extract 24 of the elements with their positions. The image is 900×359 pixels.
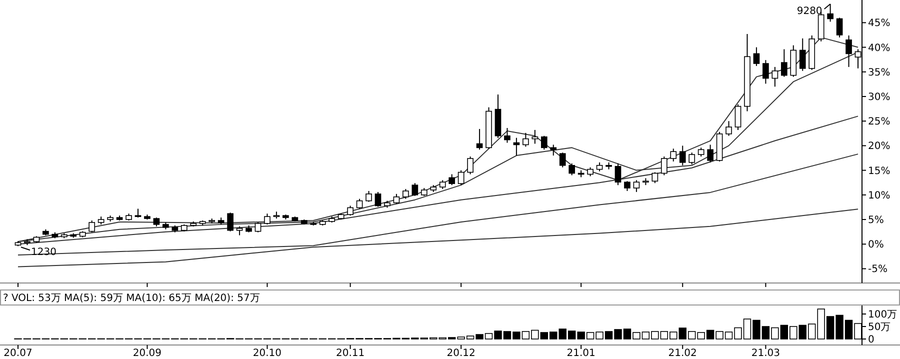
- y-tick-label: 35%: [868, 67, 890, 78]
- y-tick-label: 15%: [868, 166, 890, 177]
- chart-title: ? VOL: 53万 MA(5): 59万 MA(10): 65万 MA(20): 57万: [3, 293, 260, 304]
- x-tick-label: 21.01: [566, 348, 596, 359]
- y-tick-label: -5%: [868, 264, 888, 276]
- y-tick-label: 30%: [868, 92, 890, 103]
- annotation: 9280: [796, 6, 822, 17]
- x-tick-label: 21.02: [668, 348, 697, 359]
- x-tick-label: 21.03: [751, 348, 780, 359]
- x-tick-label: 20.07: [4, 348, 32, 359]
- y-tick-label: 20%: [868, 141, 890, 152]
- y-tick-label: 0%: [868, 240, 884, 251]
- y-tick-label: 45%: [868, 18, 890, 30]
- y-tick-label: 40%: [868, 42, 890, 54]
- y-tick-label: 50万: [868, 322, 891, 333]
- x-tick-label: 20.12: [446, 348, 476, 359]
- x-tick-label: 20.10: [252, 348, 282, 359]
- y-tick-label: 10%: [868, 190, 890, 202]
- x-tick-label: 20.11: [336, 348, 365, 359]
- y-tick-label: 25%: [868, 116, 890, 128]
- x-tick-label: 20.09: [132, 348, 162, 359]
- y-tick-label: 100万: [868, 310, 898, 320]
- y-tick-label: 0: [868, 334, 874, 346]
- y-tick-label: 5%: [868, 215, 884, 226]
